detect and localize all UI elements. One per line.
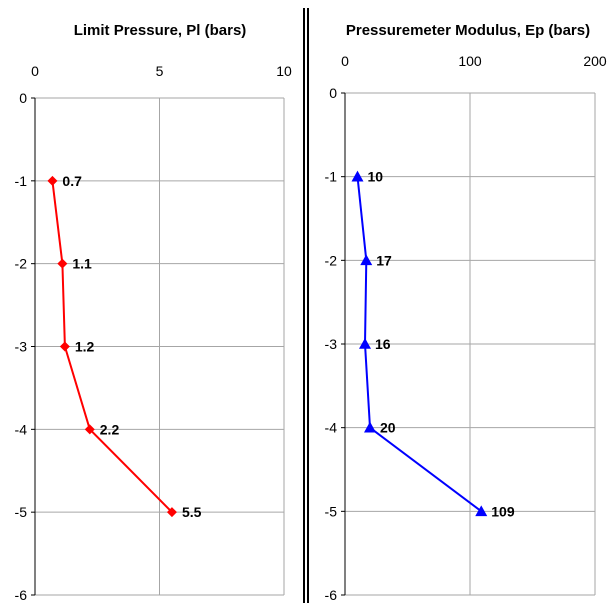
limit-pressure-y-tick-label: -6	[15, 587, 28, 603]
limit-pressure-y-tick-label: 0	[19, 90, 27, 106]
limit-pressure-data-label: 2.2	[100, 421, 120, 437]
pressuremeter-modulus-marker	[359, 338, 371, 349]
limit-pressure-marker	[59, 341, 70, 352]
pressuremeter-modulus-marker	[360, 254, 373, 266]
pressuremeter-modulus-y-tick-label: -1	[325, 169, 338, 185]
pressuremeter-modulus-title: Pressuremeter Modulus, Ep (bars)	[346, 22, 590, 39]
limit-pressure-y-tick-label: -5	[15, 504, 28, 520]
limit-pressure-marker	[47, 175, 58, 186]
limit-pressure-x-tick-label: 10	[276, 63, 292, 79]
limit-pressure-y-tick-label: -4	[15, 421, 28, 437]
limit-pressure-data-label: 1.1	[72, 256, 92, 272]
panel-divider-right	[307, 8, 309, 603]
limit-pressure-x-tick-label: 0	[31, 63, 39, 79]
pressuremeter-modulus-y-tick-label: -3	[325, 336, 338, 352]
limit-pressure-y-tick-label: -1	[15, 173, 28, 189]
pressuremeter-modulus-data-label: 16	[375, 336, 391, 352]
limit-pressure-plot: 0 -1 -2 -3 -4 -5 -6 0 5 10 Limit Pressure, Pl (bar…	[15, 22, 292, 603]
limit-pressure-data-label: 0.7	[62, 173, 82, 189]
pressuremeter-modulus-x-tick-label: 200	[583, 53, 607, 69]
pressuremeter-modulus-data-label: 20	[380, 420, 396, 436]
pressuremeter-modulus-data-label: 17	[376, 252, 392, 268]
pressuremeter-modulus-y-tick-label: -5	[325, 503, 338, 519]
pressuremeter-modulus-y-tick-label: -4	[325, 420, 338, 436]
limit-pressure-data-label: 5.5	[182, 504, 202, 520]
pressuremeter-modulus-data-label: 109	[491, 503, 515, 519]
limit-pressure-y-tick-label: -3	[15, 339, 28, 355]
limit-pressure-marker	[166, 507, 177, 518]
pressuremeter-modulus-x-tick-label: 100	[458, 53, 482, 69]
pressuremeter-modulus-x-tick-label: 0	[341, 53, 349, 69]
pressuremeter-modulus-y-tick-label: 0	[329, 85, 337, 101]
panel-divider-left	[303, 8, 305, 603]
pressuremeter-modulus-marker	[364, 421, 376, 433]
pressuremeter-modulus-plot: 0 -1 -2 -3 -4 -5 -6 0 100 200 Pressuremeter Modulu…	[325, 22, 607, 603]
limit-pressure-x-tick-label: 5	[156, 63, 164, 79]
pressuremeter-modulus-data-label: 10	[368, 169, 384, 185]
pressuremeter-modulus-y-tick-label: -2	[325, 252, 338, 268]
limit-pressure-y-tick-label: -2	[15, 256, 28, 272]
pressuremeter-modulus-marker	[475, 505, 488, 517]
limit-pressure-marker	[57, 258, 68, 269]
limit-pressure-marker	[84, 424, 95, 435]
pressuremeter-modulus-y-tick-label: -6	[325, 587, 338, 603]
limit-pressure-title: Limit Pressure, Pl (bars)	[74, 22, 247, 39]
limit-pressure-data-label: 1.2	[75, 339, 95, 355]
pressuremeter-modulus-marker	[351, 170, 364, 182]
